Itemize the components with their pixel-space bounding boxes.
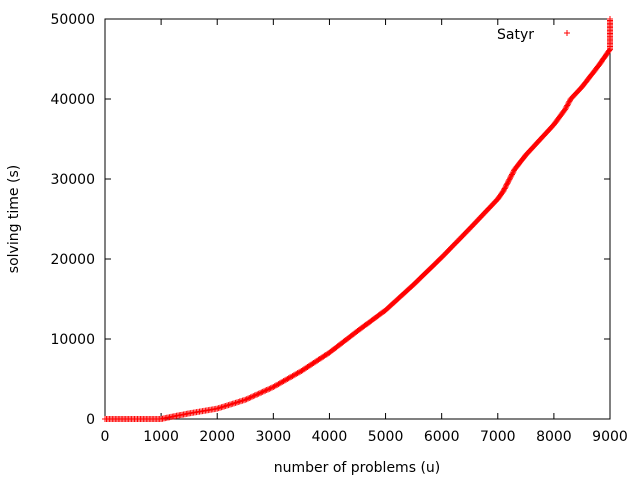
legend-label-satyr: Satyr	[497, 27, 534, 43]
data-point	[293, 370, 300, 377]
data-point	[262, 387, 269, 394]
data-point	[268, 384, 275, 391]
data-point	[509, 170, 516, 177]
plot-border	[104, 18, 611, 420]
x-tick-label: 7000	[480, 429, 516, 445]
x-tick-label: 0	[101, 429, 110, 445]
data-point	[504, 180, 511, 187]
data-point	[272, 382, 279, 389]
data-point	[606, 47, 613, 54]
data-point	[505, 179, 512, 186]
data-point	[505, 177, 512, 184]
data-point	[283, 376, 290, 383]
data-point	[246, 394, 253, 401]
data-point	[295, 369, 302, 376]
legend: Satyr	[497, 27, 570, 43]
x-tick-label: 5000	[368, 429, 404, 445]
data-point	[251, 392, 258, 399]
y-tick-label: 0	[86, 412, 95, 428]
legend-marker-glyph	[564, 30, 570, 36]
data-point	[506, 176, 513, 183]
x-tick-label: 9000	[592, 429, 628, 445]
data-point	[562, 106, 569, 113]
data-point	[510, 168, 517, 175]
data-point	[290, 372, 297, 379]
data-point	[289, 373, 296, 380]
data-point	[565, 99, 572, 106]
data-point	[280, 378, 287, 385]
data-point	[258, 389, 265, 396]
data-point	[260, 388, 267, 395]
data-point	[508, 171, 515, 178]
y-tick-label: 50000	[50, 12, 95, 28]
data-point	[277, 379, 284, 386]
y-tick-label: 30000	[50, 172, 95, 188]
y-tick-label: 10000	[50, 332, 95, 348]
tick-labels: 0 1000 2000 3000 4000 5000 6000 7000 8000 9000 0 10…	[50, 12, 627, 445]
data-point	[267, 385, 274, 392]
data-point	[503, 182, 510, 189]
data-point	[281, 377, 288, 384]
data-point	[294, 370, 301, 377]
x-tick-label: 3000	[256, 429, 292, 445]
data-point	[250, 393, 257, 400]
data-point	[252, 391, 259, 398]
data-point	[285, 375, 292, 382]
y-tick-label: 20000	[50, 252, 95, 268]
data-points	[102, 16, 613, 422]
x-tick-label: 4000	[312, 429, 348, 445]
data-point	[501, 186, 508, 193]
plot-frame	[104, 18, 611, 420]
data-point	[564, 101, 571, 108]
data-point	[248, 393, 255, 400]
x-tick-label: 6000	[424, 429, 460, 445]
data-point	[279, 378, 286, 385]
data-point	[274, 381, 281, 388]
data-point	[562, 105, 569, 112]
x-tick-label: 8000	[536, 429, 572, 445]
data-point	[500, 188, 507, 194]
data-point	[255, 390, 262, 397]
data-point	[270, 384, 277, 390]
data-point	[242, 396, 249, 403]
data-point	[243, 396, 250, 403]
data-point	[506, 175, 513, 182]
data-point	[292, 371, 299, 378]
data-point	[254, 391, 261, 398]
data-point	[271, 383, 278, 390]
data-point	[503, 181, 510, 188]
x-tick-label: 1000	[143, 429, 179, 445]
data-point	[501, 185, 508, 192]
data-point	[288, 373, 295, 380]
axis-ticks	[104, 18, 611, 420]
data-point	[563, 103, 570, 110]
data-point	[286, 374, 293, 381]
data-point	[259, 388, 266, 395]
data-point	[264, 386, 271, 393]
data-point	[256, 390, 263, 397]
data-point	[263, 387, 270, 394]
y-axis-label: solving time (s)	[6, 165, 22, 273]
data-point	[508, 172, 515, 179]
data-point	[266, 385, 273, 392]
data-point	[275, 381, 282, 388]
data-point	[276, 380, 283, 387]
x-tick-label: 2000	[199, 429, 235, 445]
data-point	[247, 394, 254, 401]
data-point	[284, 376, 291, 382]
data-point	[502, 184, 509, 191]
legend-marker-satyr	[564, 30, 570, 36]
y-tick-label: 40000	[50, 92, 95, 108]
data-point	[564, 102, 571, 109]
x-axis-label: number of problems (u)	[274, 460, 441, 476]
data-point	[507, 174, 514, 181]
data-point	[566, 98, 573, 105]
data-point	[244, 395, 251, 402]
data-point	[607, 16, 613, 22]
